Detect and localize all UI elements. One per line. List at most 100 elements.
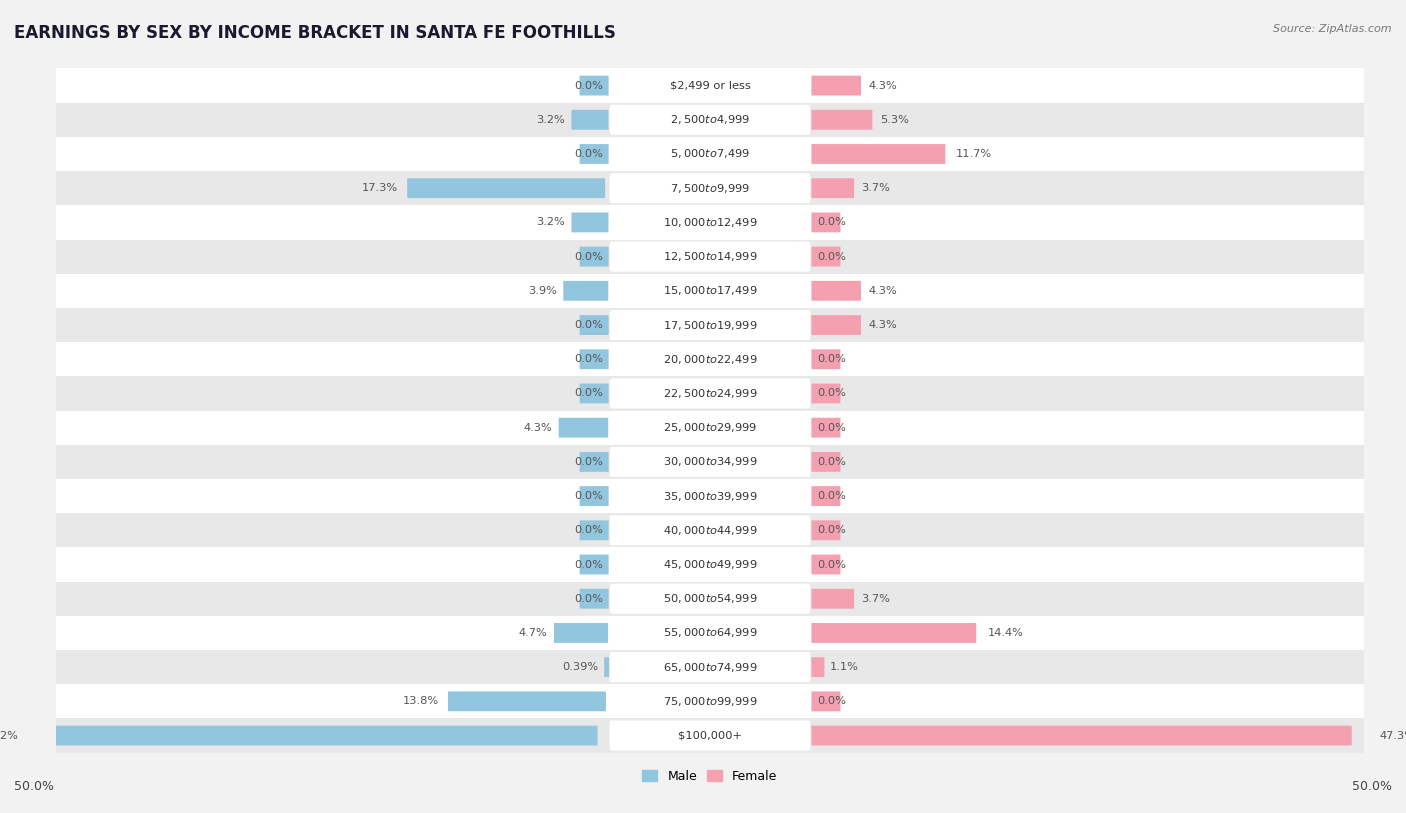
Text: $75,000 to $99,999: $75,000 to $99,999 bbox=[662, 695, 758, 708]
FancyBboxPatch shape bbox=[564, 281, 609, 301]
Text: $65,000 to $74,999: $65,000 to $74,999 bbox=[662, 661, 758, 674]
FancyBboxPatch shape bbox=[811, 315, 860, 335]
Text: 1.1%: 1.1% bbox=[830, 662, 859, 672]
FancyBboxPatch shape bbox=[579, 315, 609, 335]
FancyBboxPatch shape bbox=[610, 550, 810, 580]
FancyBboxPatch shape bbox=[811, 691, 841, 711]
Text: 4.3%: 4.3% bbox=[868, 286, 897, 296]
Text: $2,499 or less: $2,499 or less bbox=[669, 80, 751, 90]
FancyBboxPatch shape bbox=[811, 281, 860, 301]
FancyBboxPatch shape bbox=[610, 105, 810, 135]
Text: 0.39%: 0.39% bbox=[562, 662, 599, 672]
FancyBboxPatch shape bbox=[610, 276, 810, 306]
FancyBboxPatch shape bbox=[610, 71, 810, 101]
Text: $35,000 to $39,999: $35,000 to $39,999 bbox=[662, 489, 758, 502]
Text: 14.4%: 14.4% bbox=[988, 628, 1024, 638]
FancyBboxPatch shape bbox=[571, 110, 609, 130]
FancyBboxPatch shape bbox=[579, 246, 609, 267]
FancyBboxPatch shape bbox=[610, 584, 810, 614]
Bar bbox=[0, 513, 1406, 547]
FancyBboxPatch shape bbox=[811, 212, 841, 233]
FancyBboxPatch shape bbox=[579, 452, 609, 472]
Text: 3.9%: 3.9% bbox=[527, 286, 557, 296]
Bar bbox=[0, 719, 1406, 753]
FancyBboxPatch shape bbox=[610, 310, 810, 340]
Text: $20,000 to $22,499: $20,000 to $22,499 bbox=[662, 353, 758, 366]
FancyBboxPatch shape bbox=[811, 657, 824, 677]
Text: 4.7%: 4.7% bbox=[519, 628, 547, 638]
Legend: Male, Female: Male, Female bbox=[637, 765, 783, 788]
Text: $17,500 to $19,999: $17,500 to $19,999 bbox=[662, 319, 758, 332]
Bar bbox=[0, 137, 1406, 171]
FancyBboxPatch shape bbox=[811, 554, 841, 575]
FancyBboxPatch shape bbox=[449, 691, 606, 711]
Text: 0.0%: 0.0% bbox=[574, 80, 603, 90]
Bar bbox=[0, 581, 1406, 615]
Bar bbox=[0, 171, 1406, 206]
Text: 3.2%: 3.2% bbox=[536, 115, 565, 124]
FancyBboxPatch shape bbox=[610, 378, 810, 408]
Text: $30,000 to $34,999: $30,000 to $34,999 bbox=[662, 455, 758, 468]
Bar bbox=[0, 102, 1406, 137]
Text: 0.0%: 0.0% bbox=[574, 149, 603, 159]
Bar bbox=[0, 206, 1406, 240]
Text: 0.0%: 0.0% bbox=[574, 251, 603, 262]
Bar bbox=[0, 479, 1406, 513]
Text: $50,000 to $54,999: $50,000 to $54,999 bbox=[662, 592, 758, 605]
Text: 3.2%: 3.2% bbox=[536, 217, 565, 228]
FancyBboxPatch shape bbox=[579, 589, 609, 609]
Text: 0.0%: 0.0% bbox=[574, 389, 603, 398]
Text: $10,000 to $12,499: $10,000 to $12,499 bbox=[662, 216, 758, 229]
Bar bbox=[0, 650, 1406, 685]
Text: 47.3%: 47.3% bbox=[1379, 731, 1406, 741]
FancyBboxPatch shape bbox=[579, 554, 609, 575]
Text: 0.0%: 0.0% bbox=[574, 491, 603, 501]
Text: 49.2%: 49.2% bbox=[0, 731, 18, 741]
Text: 0.0%: 0.0% bbox=[817, 389, 846, 398]
FancyBboxPatch shape bbox=[811, 246, 841, 267]
FancyBboxPatch shape bbox=[579, 76, 609, 95]
Text: 50.0%: 50.0% bbox=[14, 780, 53, 793]
FancyBboxPatch shape bbox=[605, 657, 609, 677]
FancyBboxPatch shape bbox=[610, 173, 810, 203]
FancyBboxPatch shape bbox=[579, 144, 609, 164]
Text: 5.3%: 5.3% bbox=[880, 115, 908, 124]
FancyBboxPatch shape bbox=[610, 139, 810, 169]
Text: 4.3%: 4.3% bbox=[868, 80, 897, 90]
Text: $5,000 to $7,499: $5,000 to $7,499 bbox=[671, 147, 749, 160]
FancyBboxPatch shape bbox=[610, 344, 810, 374]
FancyBboxPatch shape bbox=[610, 618, 810, 648]
FancyBboxPatch shape bbox=[811, 178, 853, 198]
FancyBboxPatch shape bbox=[811, 520, 841, 540]
Bar bbox=[0, 308, 1406, 342]
Text: 0.0%: 0.0% bbox=[574, 354, 603, 364]
FancyBboxPatch shape bbox=[811, 418, 841, 437]
FancyBboxPatch shape bbox=[811, 589, 853, 609]
FancyBboxPatch shape bbox=[811, 76, 860, 95]
Text: $100,000+: $100,000+ bbox=[678, 731, 742, 741]
Text: 0.0%: 0.0% bbox=[574, 525, 603, 535]
FancyBboxPatch shape bbox=[811, 623, 976, 643]
FancyBboxPatch shape bbox=[558, 418, 609, 437]
FancyBboxPatch shape bbox=[610, 515, 810, 546]
Bar bbox=[0, 685, 1406, 719]
FancyBboxPatch shape bbox=[571, 212, 609, 233]
FancyBboxPatch shape bbox=[811, 452, 841, 472]
Bar bbox=[0, 68, 1406, 102]
FancyBboxPatch shape bbox=[610, 207, 810, 237]
FancyBboxPatch shape bbox=[811, 110, 872, 130]
FancyBboxPatch shape bbox=[811, 486, 841, 506]
Bar bbox=[0, 376, 1406, 411]
Text: 4.3%: 4.3% bbox=[523, 423, 553, 433]
Text: 50.0%: 50.0% bbox=[1353, 780, 1392, 793]
Text: $12,500 to $14,999: $12,500 to $14,999 bbox=[662, 250, 758, 263]
Text: $40,000 to $44,999: $40,000 to $44,999 bbox=[662, 524, 758, 537]
Text: 0.0%: 0.0% bbox=[574, 320, 603, 330]
Bar bbox=[0, 445, 1406, 479]
Text: $15,000 to $17,499: $15,000 to $17,499 bbox=[662, 285, 758, 298]
Text: 0.0%: 0.0% bbox=[817, 217, 846, 228]
Text: 3.7%: 3.7% bbox=[860, 183, 890, 193]
FancyBboxPatch shape bbox=[35, 726, 598, 746]
FancyBboxPatch shape bbox=[579, 384, 609, 403]
Text: EARNINGS BY SEX BY INCOME BRACKET IN SANTA FE FOOTHILLS: EARNINGS BY SEX BY INCOME BRACKET IN SAN… bbox=[14, 24, 616, 42]
